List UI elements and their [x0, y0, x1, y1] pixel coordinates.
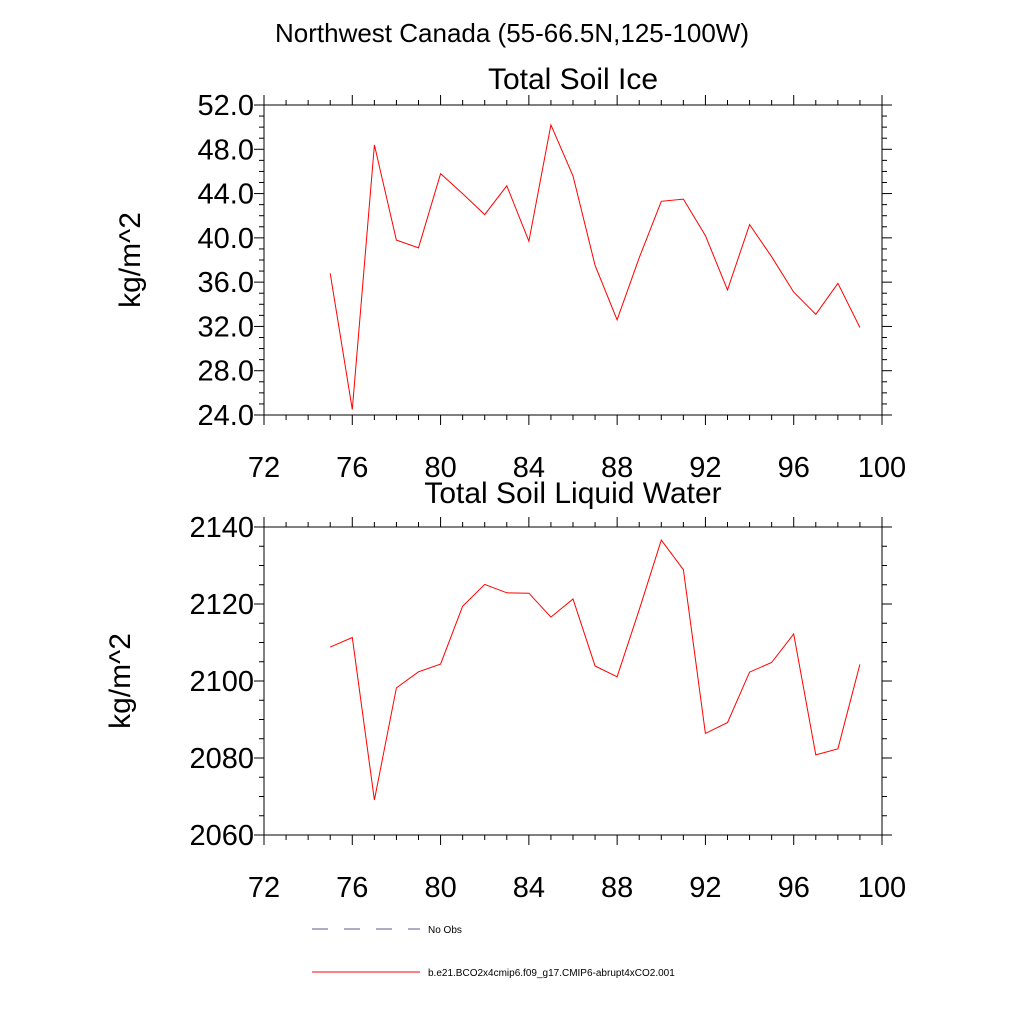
data-point [462, 606, 464, 608]
data-point [351, 637, 353, 639]
x-tick-label: 76 [336, 452, 368, 484]
data-point [749, 671, 751, 673]
x-tick-label: 100 [858, 872, 906, 904]
data-point [396, 687, 398, 689]
panel-total-soil-liquid-water: Total Soil Liquid Water kg/m^2 72 76 80 84 88 9… [104, 477, 906, 904]
y-tick-label: 44.0 [198, 179, 254, 211]
data-point [528, 240, 530, 242]
data-point [837, 748, 839, 750]
x-tick-label: 92 [689, 872, 721, 904]
y-tick-label: 48.0 [198, 134, 254, 166]
x-tick-label: 88 [601, 872, 633, 904]
x-tick-label: 72 [248, 452, 280, 484]
data-point [616, 676, 618, 678]
x-tick-label: 92 [689, 452, 721, 484]
data-point [396, 239, 398, 241]
data-point [638, 257, 640, 259]
x-tick-label: 96 [778, 872, 810, 904]
data-point [705, 733, 707, 735]
data-point [837, 282, 839, 284]
data-point [550, 616, 552, 618]
data-point [484, 584, 486, 586]
data-point [572, 175, 574, 177]
data-point [418, 247, 420, 249]
data-point [660, 201, 662, 203]
data-point [638, 609, 640, 611]
data-point [506, 185, 508, 187]
x-tick-label: 88 [601, 452, 633, 484]
data-point [815, 754, 817, 756]
data-point [771, 662, 773, 664]
data-point [418, 671, 420, 673]
y-tick-label: 40.0 [198, 223, 254, 255]
data-point [749, 224, 751, 226]
series-line [329, 123, 861, 410]
plot-frame [263, 526, 883, 836]
y-tick-label: 24.0 [198, 400, 254, 432]
data-point [329, 646, 331, 648]
data-point [440, 173, 442, 175]
y-axis-label: kg/m^2 [114, 212, 147, 308]
series-line [330, 539, 861, 801]
data-point [793, 291, 795, 293]
data-point [705, 235, 707, 237]
plot-frame [263, 104, 883, 416]
y-axis-label: kg/m^2 [104, 633, 137, 729]
x-tick-label: 80 [424, 452, 456, 484]
x-tick-label: 72 [248, 872, 280, 904]
y-tick-label: 36.0 [198, 267, 254, 299]
x-tick-label: 76 [336, 872, 368, 904]
x-tick-label: 80 [424, 872, 456, 904]
y-tick-label: 32.0 [198, 311, 254, 343]
data-point [683, 198, 685, 200]
y-tick-label: 2140 [189, 512, 254, 544]
data-point [572, 598, 574, 600]
data-point [374, 144, 376, 146]
data-point [594, 265, 596, 267]
data-point [815, 313, 817, 315]
y-tick-label: 2100 [189, 666, 254, 698]
figure-title: Northwest Canada (55-66.5N,125-100W) [275, 18, 749, 48]
data-point [351, 409, 353, 411]
y-tick-label: 2120 [189, 589, 254, 621]
y-tick-label: 2060 [189, 820, 254, 852]
x-tick-label: 84 [513, 872, 545, 904]
data-point [506, 592, 508, 594]
data-point [528, 592, 530, 594]
data-point [727, 289, 729, 291]
data-point [462, 193, 464, 195]
panel-total-soil-ice: Total Soil Ice kg/m^2 72 76 80 84 88 92 96 100 24.… [114, 63, 906, 484]
data-point [329, 272, 331, 274]
data-point [374, 799, 376, 801]
legend-label: No Obs [428, 925, 462, 936]
legend: No Obs b.e21.BCO2x4cmip6.f09_g17.CMIP6-ab… [312, 925, 675, 979]
legend-label: b.e21.BCO2x4cmip6.f09_g17.CMIP6-abrupt4x… [428, 968, 675, 979]
data-point [859, 664, 861, 666]
data-point [660, 539, 662, 541]
data-point [859, 327, 861, 329]
y-tick-label: 52.0 [198, 90, 254, 122]
data-point [683, 569, 685, 571]
x-tick-label: 100 [858, 452, 906, 484]
data-point [793, 633, 795, 635]
data-point [727, 722, 729, 724]
data-point [594, 665, 596, 667]
y-tick-label: 2080 [189, 743, 254, 775]
x-tick-label: 84 [513, 452, 545, 484]
data-point [771, 256, 773, 258]
data-point [484, 214, 486, 216]
chart-title: Total Soil Ice [488, 63, 658, 96]
chart-title: Total Soil Liquid Water [424, 477, 721, 510]
y-tick-label: 28.0 [198, 356, 254, 388]
data-point [550, 124, 552, 126]
data-point [616, 319, 618, 321]
data-point [440, 663, 442, 665]
x-tick-label: 96 [778, 452, 810, 484]
